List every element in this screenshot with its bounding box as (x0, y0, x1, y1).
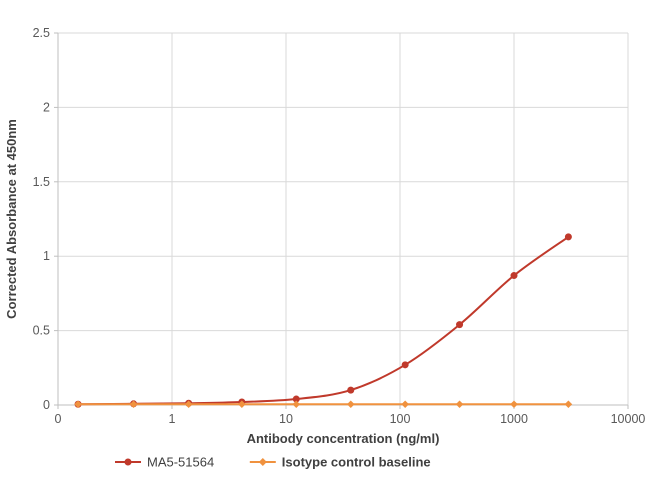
data-point-marker (510, 272, 518, 280)
y-tick-label: 0 (43, 398, 50, 412)
legend-label: MA5-51564 (147, 455, 214, 470)
x-tick-label: 10000 (611, 412, 646, 426)
series-line-circle (78, 236, 569, 406)
x-tick-label: 1 (169, 412, 176, 426)
y-tick-label: 2 (43, 100, 50, 114)
data-point-marker (129, 400, 138, 409)
data-point-marker (292, 400, 301, 409)
x-tick-label: 1000 (500, 412, 528, 426)
data-point-marker (401, 400, 409, 409)
x-tick-label: 10 (279, 412, 293, 426)
legend-marker (124, 458, 132, 466)
x-axis-title: Antibody concentration (ng/ml) (247, 431, 440, 446)
legend-label: Isotype control baseline (282, 455, 431, 470)
data-point-marker (184, 400, 193, 409)
data-point-marker (292, 395, 300, 403)
x-tick-label: 100 (390, 412, 411, 426)
data-point-marker (564, 400, 573, 409)
y-tick-label: 2.5 (33, 26, 50, 40)
data-point-marker (456, 321, 464, 329)
legend-marker (258, 458, 267, 466)
data-point-marker (401, 361, 409, 369)
data-point-marker (238, 400, 246, 409)
y-axis-title: Corrected Absorbance at 450nm (4, 119, 19, 319)
data-point-marker (346, 400, 355, 409)
y-tick-label: 0.5 (33, 324, 50, 338)
data-point-marker (564, 233, 572, 241)
data-point-marker (74, 400, 82, 409)
data-point-marker (347, 386, 355, 394)
y-tick-label: 1.5 (33, 175, 50, 189)
y-tick-label: 1 (43, 249, 50, 263)
data-point-marker (510, 400, 518, 409)
legend-item: Isotype control baseline (249, 455, 431, 470)
legend-item: MA5-51564 (115, 455, 214, 470)
x-tick-label: 0 (55, 412, 62, 426)
data-point-marker (455, 400, 464, 409)
